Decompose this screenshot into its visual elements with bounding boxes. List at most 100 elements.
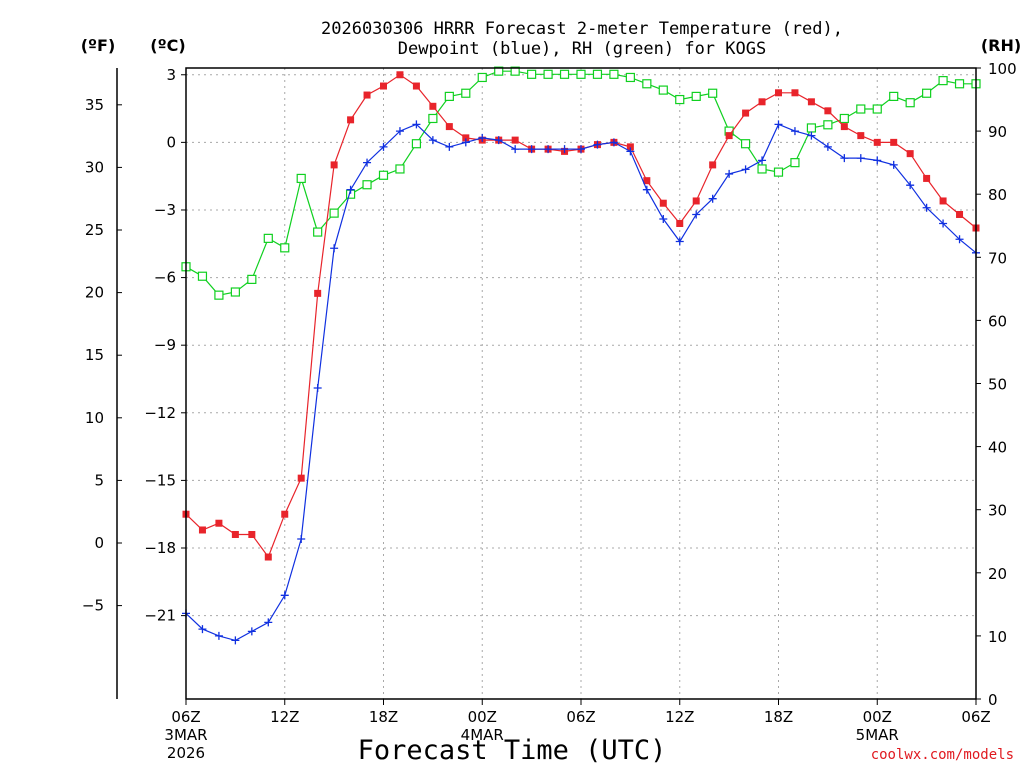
rh-point [494,66,504,76]
dewpoint-point [379,142,388,151]
dewpoint-point [395,127,404,136]
rh-point [559,69,570,79]
rh-point [691,91,701,101]
rh-point [773,167,784,177]
dewpoint-point [790,127,799,136]
rh-point [444,91,454,101]
x-tick-label: 18Z [369,708,398,726]
dewpoint-point [873,156,882,165]
rh-point [576,69,586,79]
rh-point [889,91,899,101]
dewpoint-point [692,210,701,219]
temperature-point [412,82,420,90]
fahrenheit-tick-label: 20 [85,284,104,302]
dewpoint-point [807,131,816,140]
celsius-tick-label: −3 [154,201,176,219]
fahrenheit-unit-label: (ºF) [81,36,116,55]
x-tick-date-label: 3MAR [164,726,207,744]
dewpoint-point [823,142,832,151]
rh-tick-label: 90 [988,123,1007,141]
rh-point [247,274,257,284]
temperature-point [775,89,782,97]
dewpoint-point [774,120,783,129]
rh-point [642,79,652,89]
rh-point [428,113,438,124]
temperature-point [248,530,256,538]
rh-point [609,69,619,79]
temperature-point [445,123,453,131]
x-tick-date-label: 5MAR [856,726,899,744]
rh-point [362,180,372,190]
temperature-point [314,289,322,297]
dewpoint-point [297,534,306,543]
temperature-point [264,553,272,561]
dewpoint-point [577,145,585,154]
chart-title-line-1: 2026030306 HRRR Forecast 2-meter Tempera… [321,19,843,39]
fahrenheit-tick-label: −5 [82,597,104,615]
temperature-point [939,197,947,205]
rh-point [905,98,915,108]
x-tick-label: 00Z [863,708,892,726]
x-tick-label: 06Z [171,708,200,726]
celsius-tick-label: 0 [166,133,176,151]
rh-point [592,69,603,79]
temperature-point [281,510,289,518]
temperature-point [198,526,206,534]
rh-point [329,208,339,218]
dewpoint-point [939,219,948,228]
rh-point [922,88,932,98]
temperature-point [429,102,437,110]
x-tick-date-label: 4MAR [461,726,504,744]
fahrenheit-tick-label: 5 [94,471,104,489]
dewpoint-point [494,136,503,145]
dewpoint-point [247,627,256,636]
dewpoint-point [955,235,964,244]
rh-tick-label: 80 [988,186,1007,204]
rh-point [395,164,405,174]
temperature-point [890,138,898,146]
rh-point [197,271,208,281]
celsius-tick-label: −15 [144,471,176,489]
celsius-tick-label: −21 [144,607,176,625]
dewpoint-point [675,237,684,246]
temperature-point [824,107,832,115]
dewpoint-point [544,145,553,154]
fahrenheit-tick-label: 0 [94,534,104,552]
rh-point [856,104,866,114]
rh-point [280,243,290,253]
rh-tick-label: 10 [988,628,1007,646]
dewpoint-point [478,133,487,142]
dewpoint-point [346,185,355,194]
chart-title-line-2: Dewpoint (blue), RH (green) for KOGS [398,39,766,59]
dewpoint-point [906,181,915,190]
dewpoint-point [231,636,240,645]
temperature-point [347,116,355,124]
rh-unit-label: (RH) [981,36,1021,55]
temperature-point [840,123,848,131]
temperature-point [873,138,881,146]
rh-point [625,72,635,83]
rh-tick-label: 40 [988,439,1007,457]
dewpoint-point [560,145,569,154]
rh-point [954,79,965,89]
rh-point [740,139,751,149]
temperature-point [857,132,865,140]
rh-point [378,170,389,180]
rh-point [790,158,800,168]
dewpoint-point [214,631,223,640]
dewpoint-point [659,214,668,223]
rh-point [757,164,767,174]
celsius-tick-label: 3 [166,66,176,84]
dewpoint-point [445,142,454,151]
temperature-point [643,177,651,185]
rh-tick-label: 50 [988,376,1007,394]
rh-point [839,113,849,124]
temperature-point [511,136,519,144]
dewpoint-point [741,165,750,174]
dewpoint-point [922,203,931,212]
rh-point [510,66,520,76]
rh-tick-label: 20 [988,565,1007,583]
x-tick-label: 18Z [764,708,793,726]
